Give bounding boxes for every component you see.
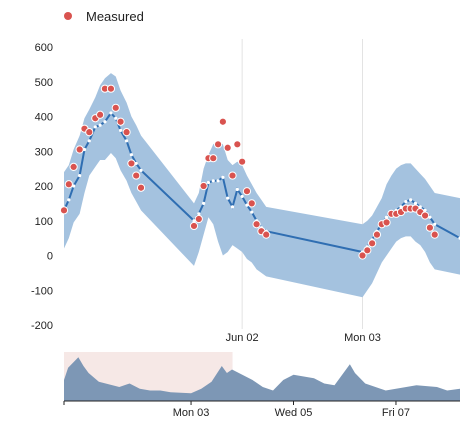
measured-point	[106, 84, 116, 93]
fit-point	[250, 210, 254, 214]
fit-point	[404, 200, 408, 204]
measured-point	[242, 187, 252, 196]
fit-point	[230, 205, 235, 209]
fit-point	[413, 201, 418, 205]
fit-point	[409, 198, 413, 202]
legend-marker	[64, 12, 72, 20]
measured-point	[262, 230, 271, 239]
fit-point	[114, 116, 118, 120]
x-tick-label: Mon 03	[344, 332, 381, 344]
measured-point	[122, 128, 131, 137]
fit-point	[192, 219, 196, 223]
fit-point	[124, 139, 129, 143]
measured-point	[218, 117, 227, 126]
measured-point	[194, 214, 203, 224]
fit-point	[399, 205, 403, 209]
fit-point	[93, 125, 97, 129]
measured-point	[247, 199, 256, 208]
fit-point	[118, 128, 123, 132]
fit-point	[129, 153, 134, 157]
measured-point	[372, 230, 382, 239]
fit-point	[197, 212, 201, 216]
fit-point	[139, 168, 143, 172]
fit-point	[109, 111, 113, 115]
fit-point	[235, 187, 239, 192]
measured-point	[189, 221, 199, 231]
measured-point	[199, 181, 208, 191]
measured-point	[116, 117, 125, 126]
measured-point	[238, 157, 247, 166]
fit-point	[202, 201, 206, 205]
fit-point	[423, 208, 427, 212]
fit-point	[245, 203, 249, 207]
confidence-band	[64, 73, 460, 298]
measured-point	[96, 110, 105, 119]
fit-point	[240, 194, 244, 199]
measured-point	[425, 223, 435, 232]
measured-point	[382, 218, 391, 227]
navigator-tick-label: Mon 03	[173, 407, 210, 419]
fit-point	[221, 175, 225, 179]
measured-point	[233, 140, 242, 149]
y-tick-label: -100	[31, 285, 53, 297]
x-tick-label: Jun 02	[226, 332, 259, 344]
y-tick-label: -200	[31, 320, 53, 332]
measured-point	[223, 143, 232, 152]
fit-point	[384, 215, 389, 219]
fit-point	[103, 120, 107, 124]
fit-point	[98, 123, 102, 127]
measured-point	[127, 159, 136, 168]
navigator-area	[64, 357, 460, 401]
fit-point	[87, 139, 91, 143]
measured-point	[69, 162, 78, 171]
fit-point	[418, 205, 422, 209]
measured-point	[252, 220, 261, 229]
y-tick-label: 0	[47, 251, 53, 263]
y-tick-label: 300	[35, 146, 53, 158]
fit-point	[226, 196, 230, 200]
y-tick-label: 400	[35, 112, 53, 124]
measured-point	[358, 251, 367, 260]
measured-point	[363, 246, 372, 255]
fit-point	[428, 215, 432, 219]
y-tick-label: 100	[35, 216, 53, 228]
measured-point	[430, 230, 439, 239]
measured-point	[213, 140, 223, 149]
fit-point	[433, 222, 437, 226]
measured-point	[209, 154, 218, 163]
measured-point	[420, 211, 430, 220]
fit-point	[72, 184, 76, 188]
fit-point	[67, 198, 71, 202]
fit-point	[211, 179, 215, 183]
fit-point	[206, 180, 211, 185]
navigator-tick-label: Fri 07	[382, 407, 410, 419]
navigator-tick-label: Wed 05	[275, 407, 313, 419]
measured-point	[136, 183, 146, 192]
y-tick-label: 600	[35, 42, 53, 54]
measured-point	[368, 239, 377, 248]
measured-point	[75, 145, 84, 154]
measured-point	[85, 128, 94, 137]
y-tick-label: 200	[35, 181, 53, 193]
measured-point	[228, 171, 237, 180]
y-tick-label: 500	[35, 77, 53, 89]
measured-point	[59, 206, 69, 215]
legend-label: Measured	[86, 9, 144, 24]
measured-point	[111, 103, 120, 112]
fit-point	[216, 179, 220, 183]
measured-point	[64, 180, 73, 189]
fit-point	[78, 173, 82, 178]
measured-point	[132, 171, 141, 180]
